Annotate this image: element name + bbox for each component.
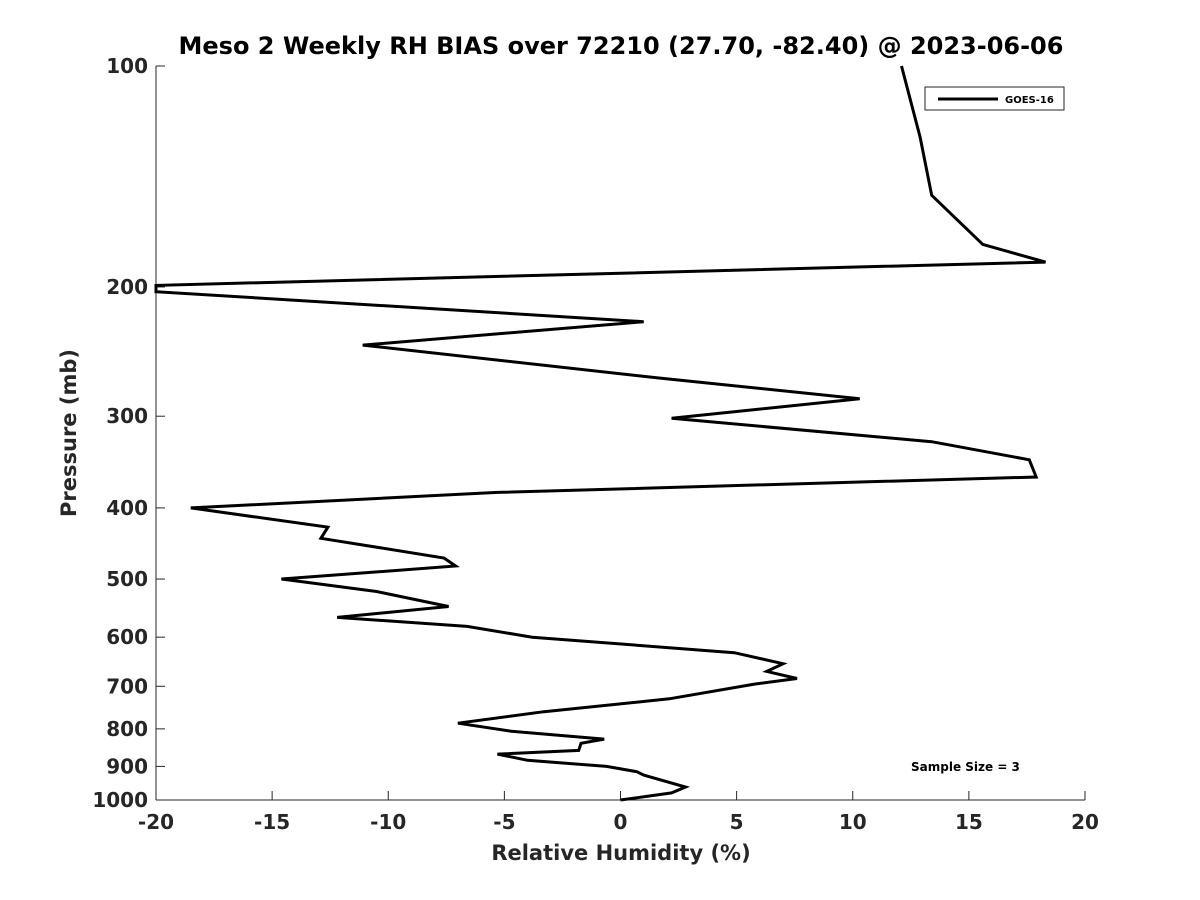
x-tick-label: 20 <box>1071 810 1099 834</box>
y-tick-label: 500 <box>106 567 148 591</box>
legend: GOES-16 <box>924 86 1065 111</box>
y-axis-label: Pressure (mb) <box>57 349 81 517</box>
x-tick-label: 15 <box>955 810 983 834</box>
x-tick-label: 5 <box>730 810 744 834</box>
y-tick-label: 700 <box>106 674 148 698</box>
sample-size-annotation: Sample Size = 3 <box>911 760 1020 774</box>
series-layer <box>154 65 1046 802</box>
x-tick-label: -10 <box>370 810 406 834</box>
y-tick-label: 800 <box>106 717 148 741</box>
chart-title: Meso 2 Weekly RH BIAS over 72210 (27.70,… <box>179 32 1064 60</box>
y-tick-label: 100 <box>106 54 148 78</box>
x-tick-label: -15 <box>254 810 290 834</box>
y-tick-label: 900 <box>106 754 148 778</box>
x-tick-label: -5 <box>493 810 515 834</box>
x-axis-label: Relative Humidity (%) <box>491 841 750 865</box>
y-ticks: 100 200 300 400 500 600 700 800 900 1000 <box>92 54 165 812</box>
legend-label-goes-16: GOES-16 <box>1005 95 1054 106</box>
y-tick-label: 400 <box>106 496 148 520</box>
x-tick-label: 10 <box>839 810 867 834</box>
y-tick-label: 1000 <box>92 788 148 812</box>
y-tick-label: 600 <box>106 625 148 649</box>
series-line-goes-16 <box>154 65 1046 802</box>
x-ticks: -20 -15 -10 -5 0 5 10 15 20 <box>138 791 1099 834</box>
y-tick-label: 300 <box>106 404 148 428</box>
plot-axes <box>155 66 1085 801</box>
x-tick-label: -20 <box>138 810 174 834</box>
y-tick-label: 200 <box>106 275 148 299</box>
x-tick-label: 0 <box>614 810 628 834</box>
